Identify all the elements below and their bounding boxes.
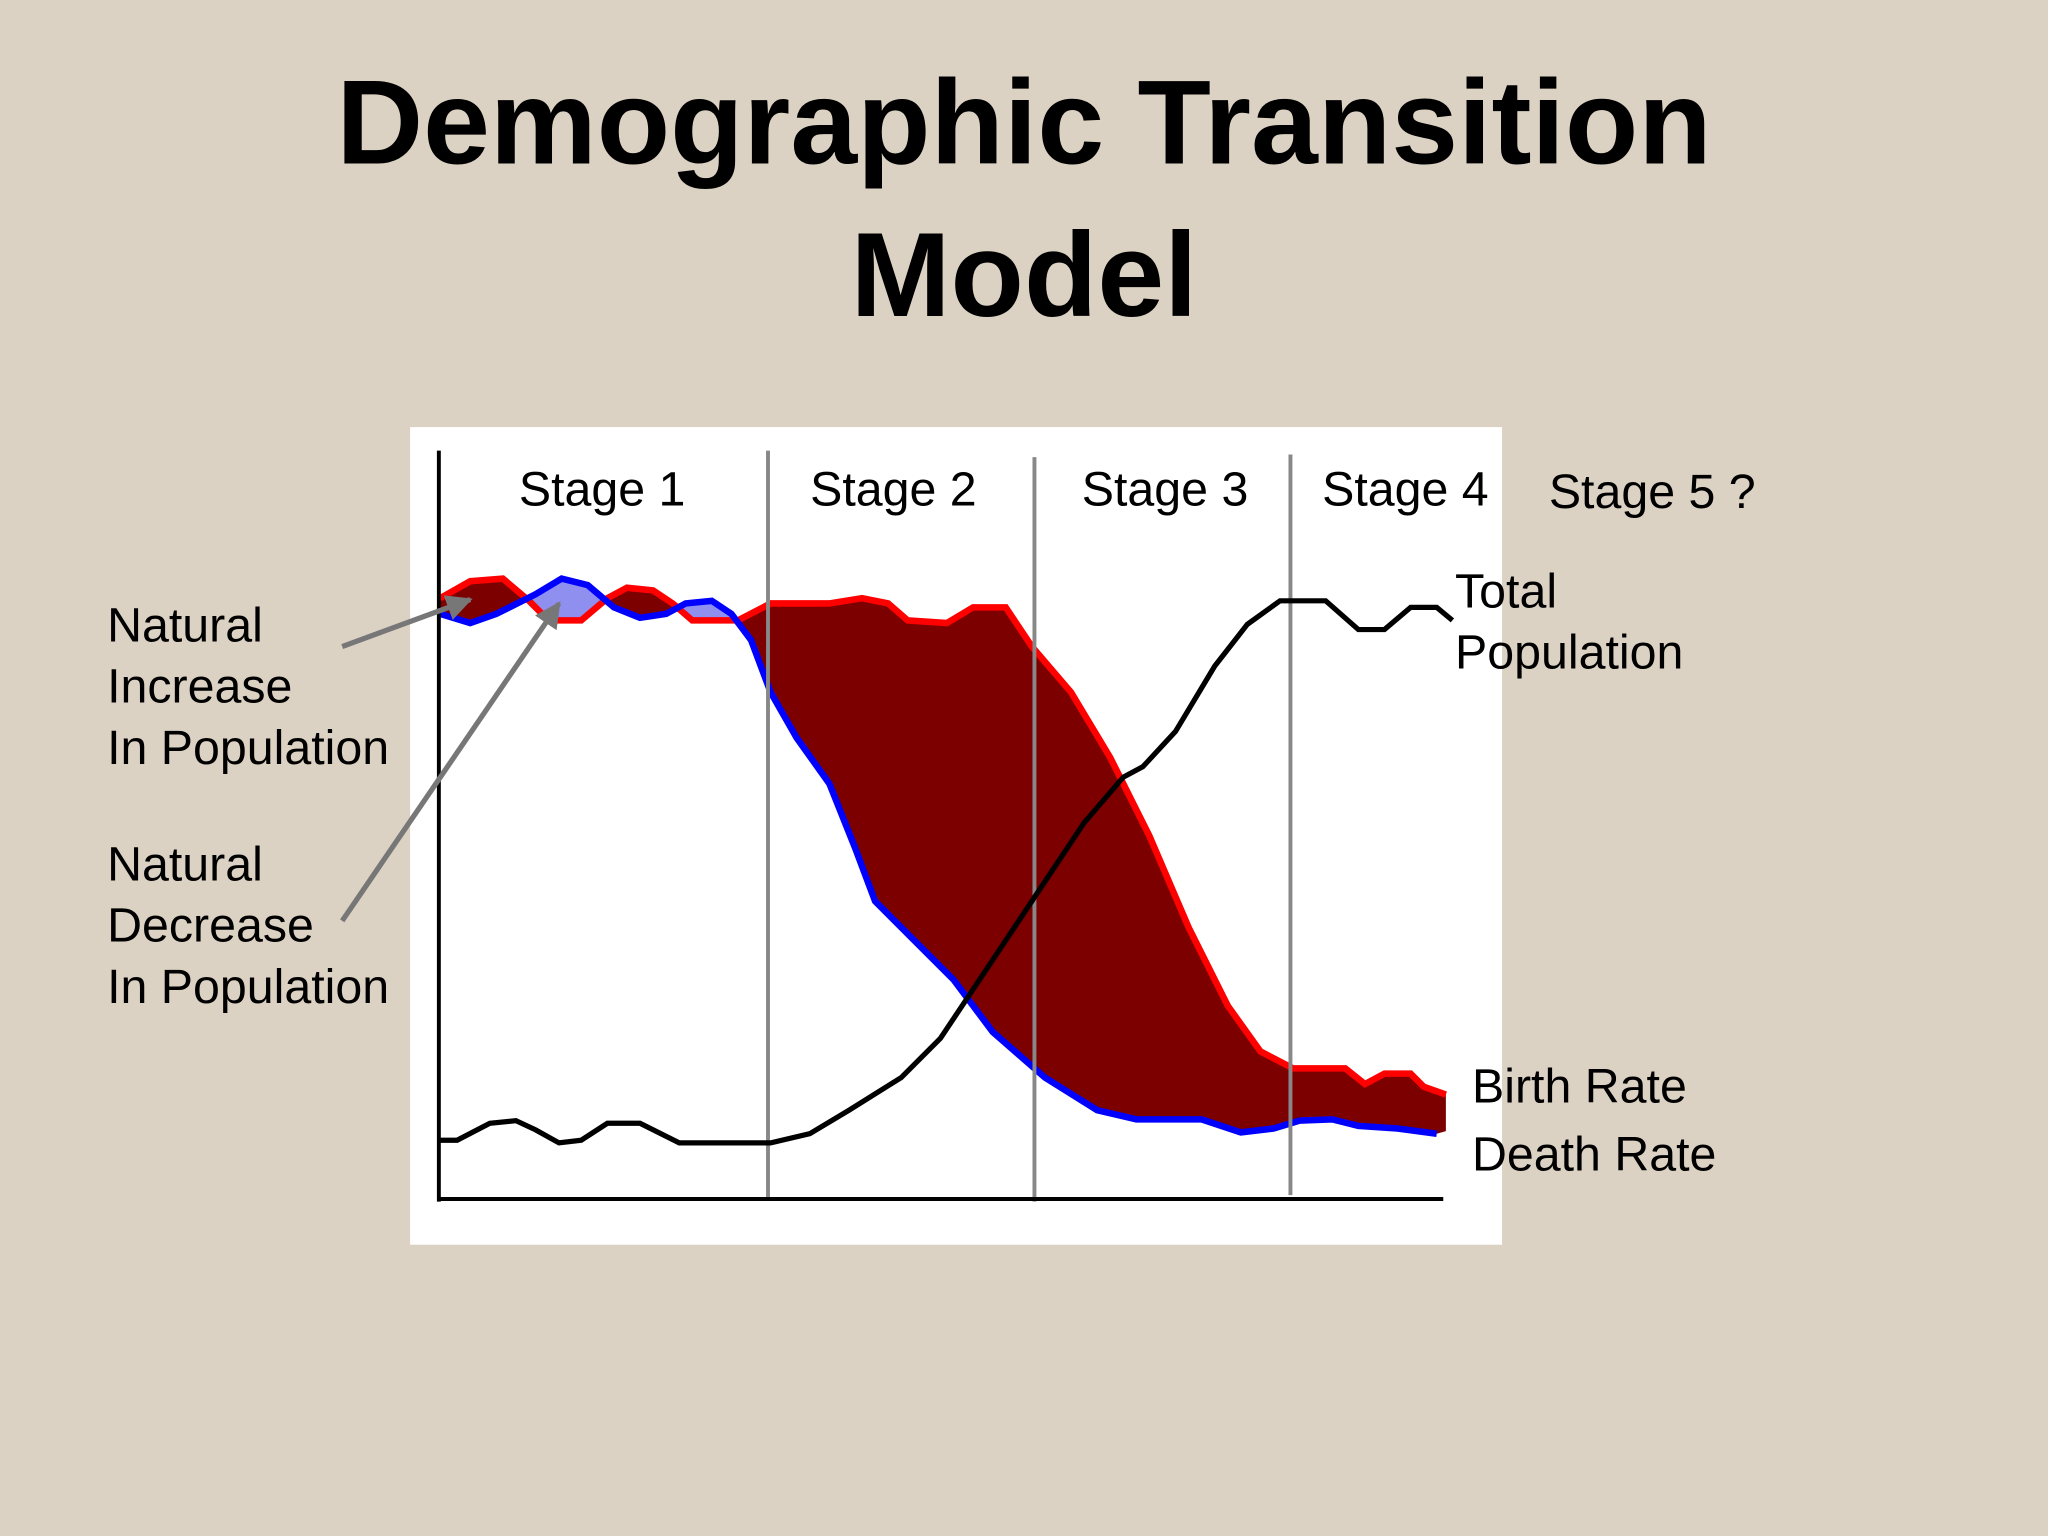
title-line: Demographic Transition: [336, 55, 1711, 189]
natural-increase-area: [440, 578, 1446, 1134]
annotation: In Population: [107, 721, 389, 775]
annotation: Population: [1455, 626, 1683, 680]
death-rate-line: [439, 575, 1438, 1137]
annotation: Death Rate: [1472, 1127, 1716, 1181]
annotation: Increase: [107, 660, 292, 714]
arrow: [341, 595, 473, 649]
arrow: [340, 601, 562, 923]
annotation: Birth Rate: [1472, 1059, 1687, 1113]
stage-label: Stage 4: [1322, 462, 1489, 516]
birth-rate-line: [438, 575, 1447, 1098]
stage-label: Stage 3: [1082, 462, 1249, 516]
title-line: Model: [850, 208, 1197, 342]
annotation: Decrease: [107, 899, 314, 953]
total-population-line: [440, 598, 1455, 1146]
annotation: Natural: [107, 837, 263, 891]
annotation: Natural: [107, 598, 263, 652]
annotation: In Population: [107, 960, 389, 1014]
stage-label: Stage 1: [519, 462, 686, 516]
stage-label: Stage 2: [810, 462, 977, 516]
stage-label: Stage 5 ?: [1549, 465, 1756, 519]
annotation: Total: [1455, 564, 1557, 618]
